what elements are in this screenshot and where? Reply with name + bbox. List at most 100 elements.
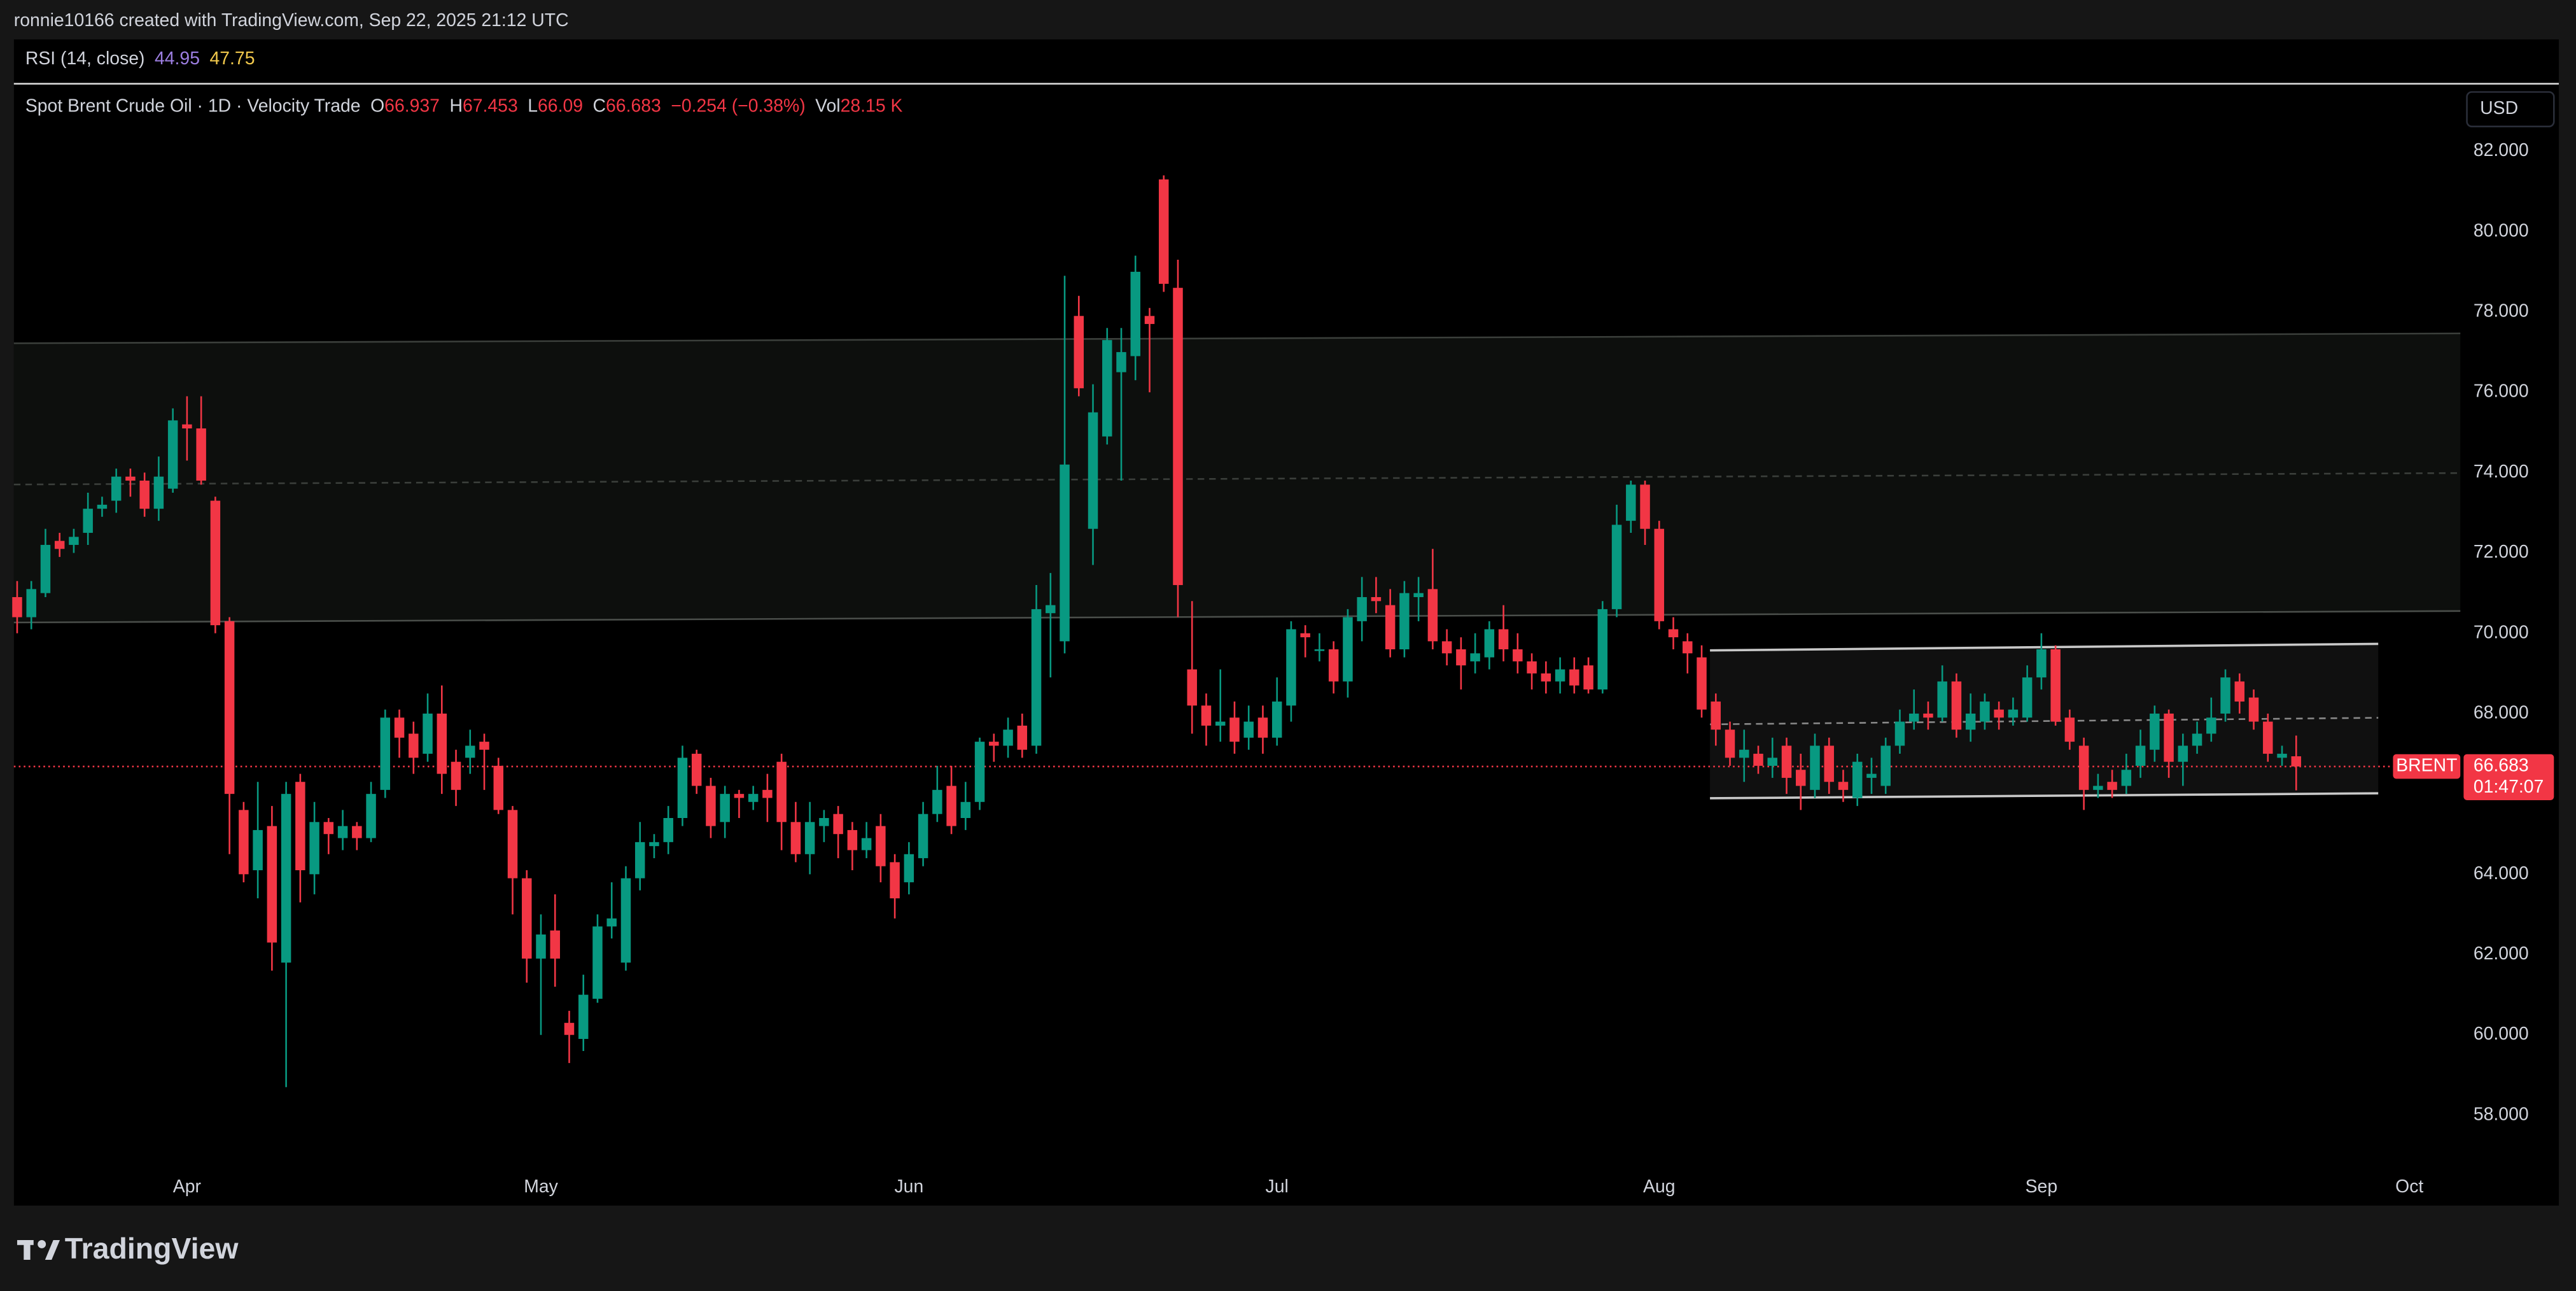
y-tick-label: 60.000 [2474,1024,2529,1044]
candle-body [196,428,206,481]
ohlc-value: 67.453 [463,95,518,116]
x-tick-label: Oct [2395,1176,2423,1197]
candle-body [1300,633,1310,638]
legend: Spot Brent Crude Oil · 1D · Velocity Tra… [25,95,903,116]
candle-body [1229,717,1240,742]
candle-body [69,537,79,545]
y-tick-label: 72.000 [2474,542,2529,562]
candle-body [1498,629,1509,650]
candle-body [1031,609,1042,746]
candle-body [1711,702,1721,730]
candle-body [960,801,971,818]
candle-body [1753,754,1763,766]
candle-body [2248,697,2259,722]
candle-body [54,540,65,549]
candle-body [1937,681,1947,718]
ohlc-value: 66.683 [606,95,661,116]
x-tick-label: May [524,1176,558,1197]
candle-body [26,589,36,617]
y-tick-label: 70.000 [2474,622,2529,642]
candle-body [1541,673,1551,682]
candle-body [1767,758,1777,766]
candle-body [1555,669,1565,682]
x-tick-label: Jun [894,1176,923,1197]
candle-body [1102,340,1112,437]
candle-body [592,926,603,999]
candle-body [1866,773,1877,778]
candle-body [465,745,475,758]
candle-body [1201,705,1212,726]
candle-body [1908,713,1919,722]
zone-mid [13,472,2461,486]
candle-body [634,842,645,878]
y-tick-label: 74.000 [2474,462,2529,482]
candle-body [507,810,518,878]
candle-body [1597,609,1608,690]
candle-body [1583,665,1593,690]
candle-body [1810,745,1820,790]
currency-button[interactable] [2466,91,2555,127]
change: −0.254 (−0.38%) [671,95,805,116]
x-tick-label: Jul [1266,1176,1289,1197]
candle-body [1257,717,1268,738]
candle-body [819,817,829,826]
x-tick-label: Aug [1643,1176,1676,1197]
candle-body [890,862,900,899]
candle-body [606,918,617,927]
candle-body [1116,352,1126,372]
drawings [13,332,2461,800]
y-tick-label: 80.000 [2474,220,2529,241]
candle-body [451,761,461,790]
candle-body [1243,721,1254,738]
candle-body [876,826,886,866]
candle-body [1894,721,1905,746]
candle-body [2036,649,2047,678]
rsi-label: RSI (14, close) [25,48,145,68]
candle-body [210,500,221,626]
candle-body [1980,702,1990,722]
candle-body [649,842,659,847]
candle-body [550,930,560,959]
candle-body [366,794,376,838]
volume-value: 28.15 K [841,95,903,116]
candle-body [904,854,914,882]
zone-edge [13,332,2461,344]
logo-part [45,1240,60,1260]
candle-body [437,713,447,774]
currency[interactable]: USD [2480,98,2518,118]
y-tick-label: 62.000 [2474,943,2529,964]
candle-body [2234,681,2245,702]
candle-body [578,994,589,1040]
x-tick-label: Sep [2026,1176,2058,1197]
candle-body [1513,649,1523,661]
candle-body [182,424,192,428]
logo-part [38,1240,46,1248]
candle-body [1739,749,1749,758]
candle-body [691,754,702,786]
candle-body [1343,617,1353,682]
x-tick-label: Apr [173,1176,201,1197]
candle-body [974,742,985,802]
candle-body [83,509,93,533]
candle-body [2178,745,2188,762]
candle-body [1697,657,1707,710]
y-tick-label: 76.000 [2474,381,2529,402]
candle-body [352,826,362,838]
candle-body [790,822,801,854]
candle-body [861,838,872,850]
rsi-legend: RSI (14, close) 44.95 47.75 [25,48,255,68]
candle-body [720,794,730,822]
candle-body [1640,484,1650,529]
candle-body [2192,733,2202,746]
candle-body [380,717,391,790]
candle-body [167,420,178,489]
candle-body [1626,484,1636,521]
candle-body [1271,702,1282,738]
candle-body [2093,786,2103,790]
channel-mid [1710,717,2379,726]
candle-body [267,826,277,943]
candle-body [1611,525,1622,609]
candle-body [762,789,773,798]
